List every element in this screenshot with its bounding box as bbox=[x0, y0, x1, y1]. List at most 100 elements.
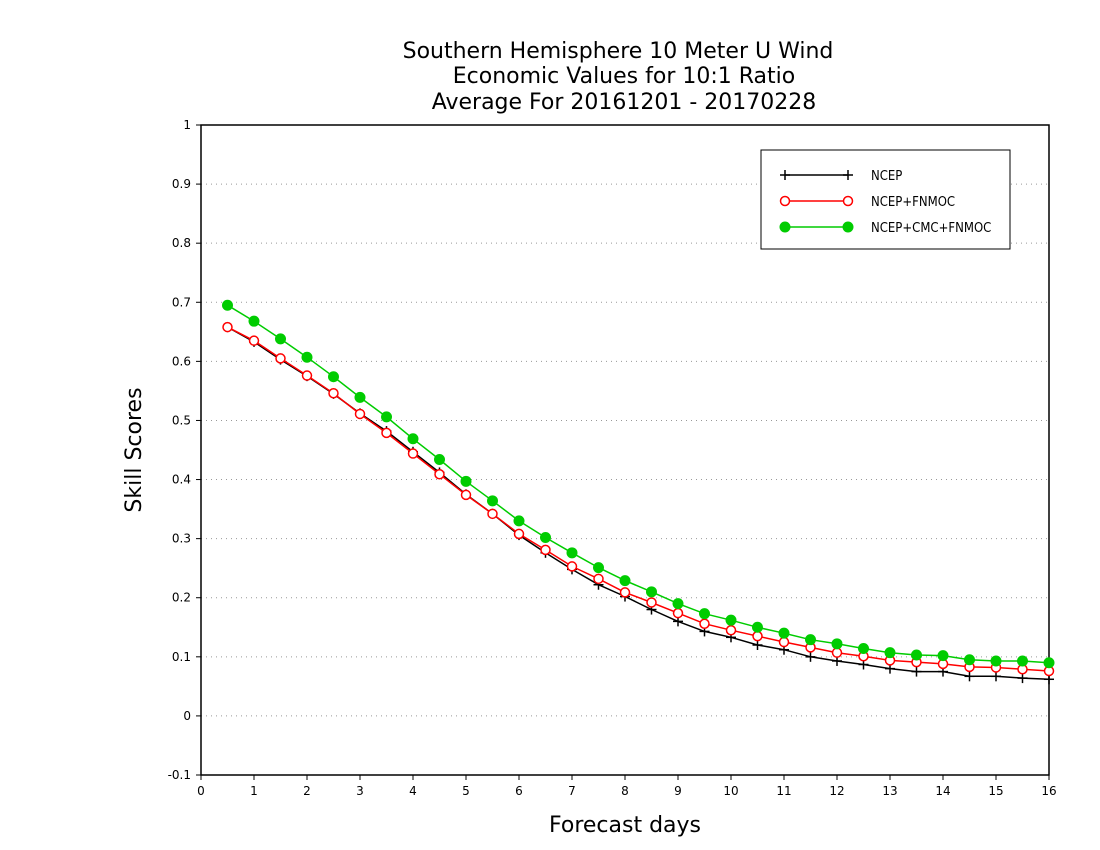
series-ncep-fnmoc bbox=[222, 321, 1055, 677]
data-point bbox=[460, 489, 472, 501]
x-tick-label: 15 bbox=[988, 784, 1003, 798]
data-point bbox=[354, 408, 366, 420]
x-tick-label: 12 bbox=[829, 784, 844, 798]
data-point bbox=[778, 636, 790, 648]
data-point bbox=[725, 624, 737, 636]
data-point bbox=[911, 649, 922, 661]
data-point bbox=[619, 587, 631, 598]
data-point bbox=[884, 647, 896, 659]
data-point bbox=[699, 608, 710, 620]
data-point bbox=[964, 671, 975, 682]
x-tick-label: 2 bbox=[303, 784, 311, 798]
data-point bbox=[381, 411, 392, 423]
y-tick-label: 1 bbox=[183, 118, 191, 132]
y-tick-label: 0.9 bbox=[172, 177, 191, 191]
chart-title-line-2: Economic Values for 10:1 Ratio bbox=[453, 64, 795, 89]
data-point bbox=[540, 531, 551, 543]
data-point bbox=[805, 634, 816, 646]
data-point bbox=[778, 627, 790, 639]
x-tick-label: 4 bbox=[409, 784, 417, 798]
data-point bbox=[805, 651, 816, 662]
axis-ticks: -0.100.10.20.30.40.50.60.70.80.910 1 2 3 4 5 6… bbox=[168, 118, 1057, 798]
chart-title-line-3: Average For 20161201 - 20170228 bbox=[432, 90, 817, 115]
chart-title-line-1: Southern Hemisphere 10 Meter U Wind bbox=[403, 39, 834, 64]
data-point bbox=[540, 544, 551, 556]
y-tick-label: 0.6 bbox=[172, 354, 191, 368]
legend-item: NCEP+CMC+FNMOC bbox=[779, 221, 991, 236]
y-axis-label: Skill Scores bbox=[122, 387, 147, 512]
series-ncep bbox=[222, 322, 1054, 685]
data-point bbox=[672, 598, 684, 610]
legend-box bbox=[760, 149, 1011, 250]
data-point bbox=[434, 468, 445, 480]
data-point bbox=[354, 391, 366, 403]
y-tick-label: 0.1 bbox=[172, 650, 191, 664]
data-point bbox=[328, 371, 339, 383]
x-tick-label: 16 bbox=[1041, 784, 1056, 798]
data-point bbox=[911, 666, 922, 677]
legend-label: NCEP+FNMOC bbox=[871, 195, 955, 210]
data-point bbox=[991, 671, 1001, 682]
data-point bbox=[1043, 657, 1055, 669]
legend-marker bbox=[843, 170, 853, 180]
data-point bbox=[990, 655, 1002, 667]
data-point bbox=[513, 515, 525, 527]
data-point bbox=[831, 647, 843, 658]
y-tick-label: 0.5 bbox=[172, 413, 191, 427]
data-point bbox=[275, 333, 286, 345]
legend-marker bbox=[780, 170, 790, 180]
x-tick-label: 0 bbox=[197, 784, 205, 798]
data-point bbox=[407, 433, 419, 445]
x-tick-label: 3 bbox=[356, 784, 364, 798]
data-point bbox=[487, 508, 498, 520]
data-point bbox=[831, 638, 843, 650]
x-tick-label: 9 bbox=[674, 784, 682, 798]
data-point bbox=[619, 575, 631, 587]
data-point bbox=[566, 547, 578, 559]
x-tick-label: 13 bbox=[882, 784, 897, 798]
data-point bbox=[222, 299, 233, 311]
x-tick-label: 8 bbox=[621, 784, 629, 798]
y-tick-label: 0.7 bbox=[172, 295, 191, 309]
data-point bbox=[646, 597, 657, 608]
gridlines bbox=[201, 183, 1049, 717]
data-point bbox=[699, 618, 710, 629]
data-point bbox=[487, 495, 498, 507]
x-tick-label: 11 bbox=[776, 784, 791, 798]
x-axis-label: Forecast days bbox=[549, 813, 701, 838]
series-line bbox=[227, 326, 1050, 672]
data-point bbox=[672, 607, 684, 619]
data-point bbox=[248, 315, 260, 327]
series-group bbox=[222, 299, 1055, 685]
legend-marker bbox=[779, 195, 791, 207]
data-point bbox=[381, 427, 392, 439]
legend-label: NCEP+CMC+FNMOC bbox=[871, 221, 991, 236]
legend: NCEP NCEP+FNMOC NCEP+CMC+FNMOC bbox=[760, 149, 1011, 250]
series-line bbox=[227, 304, 1050, 664]
legend-item: NCEP bbox=[780, 169, 902, 184]
legend-marker bbox=[779, 221, 791, 233]
x-tick-label: 10 bbox=[723, 784, 738, 798]
y-tick-label: 0.2 bbox=[172, 591, 191, 605]
data-point bbox=[646, 586, 657, 598]
data-point bbox=[566, 561, 578, 572]
series-ncep-cmc-fnmoc bbox=[222, 299, 1055, 669]
data-point bbox=[964, 654, 975, 666]
x-tick-label: 14 bbox=[935, 784, 950, 798]
data-point bbox=[858, 643, 869, 655]
y-tick-label: 0.4 bbox=[172, 473, 191, 487]
data-point bbox=[752, 621, 763, 633]
data-point bbox=[513, 528, 525, 540]
data-point bbox=[434, 453, 445, 465]
x-tick-label: 7 bbox=[568, 784, 576, 798]
data-point bbox=[1017, 655, 1028, 667]
y-tick-label: 0.3 bbox=[172, 532, 191, 546]
series-line bbox=[227, 326, 1050, 681]
data-point bbox=[593, 562, 604, 574]
data-point bbox=[460, 475, 472, 487]
x-tick-label: 1 bbox=[250, 784, 258, 798]
legend-label: NCEP bbox=[871, 169, 902, 184]
data-point bbox=[301, 370, 313, 381]
y-tick-label: 0 bbox=[183, 709, 191, 723]
